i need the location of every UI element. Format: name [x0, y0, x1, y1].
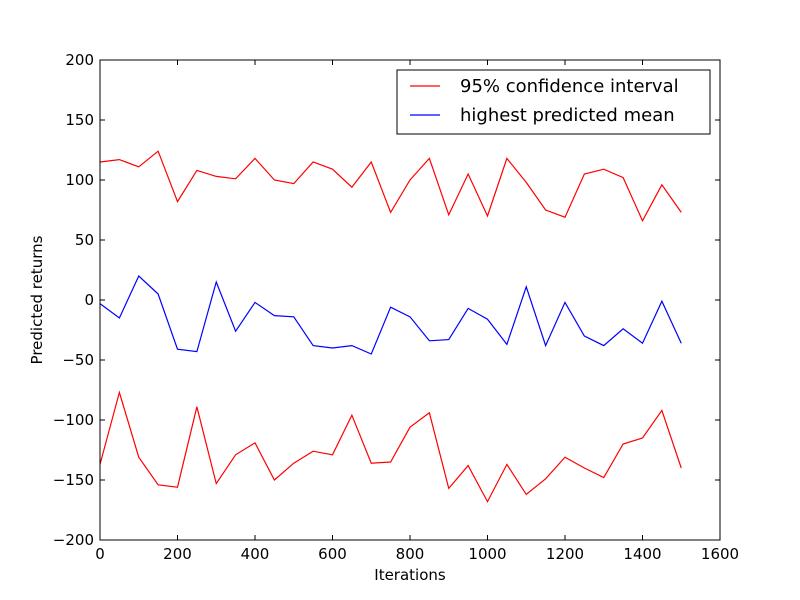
- y-tick-label: −150: [53, 471, 94, 489]
- series-layer: [99, 150, 682, 503]
- legend-label-mean: highest predicted mean: [460, 105, 675, 126]
- y-tick-label: −100: [53, 411, 94, 429]
- y-tick-label: −200: [53, 531, 94, 549]
- legend-label-confidence: 95% confidence interval: [460, 76, 679, 97]
- x-tick-label: 600: [318, 545, 347, 563]
- x-tick-label: 200: [163, 545, 192, 563]
- y-tick-label: 200: [65, 51, 94, 69]
- y-tick-label: −50: [62, 351, 94, 369]
- series-line-lower: [99, 390, 682, 503]
- x-tick-label: 1200: [546, 545, 584, 563]
- x-tick-label: 1600: [701, 545, 739, 563]
- x-axis-label: Iterations: [374, 566, 446, 584]
- legend: 95% confidence interval highest predicte…: [396, 69, 711, 135]
- x-tick-label: 0: [95, 545, 105, 563]
- x-tick-label: 800: [396, 545, 425, 563]
- legend-box: [396, 69, 711, 135]
- series-line-upper: [99, 150, 682, 223]
- y-tick-label: 0: [84, 291, 94, 309]
- y-axis-label: Predicted returns: [28, 235, 46, 364]
- y-tick-label: 100: [65, 171, 94, 189]
- y-tick-label: 150: [65, 111, 94, 129]
- x-tick-label: 1400: [623, 545, 661, 563]
- y-tick-label: 50: [75, 231, 94, 249]
- x-tick-label: 400: [241, 545, 270, 563]
- x-tick-label: 1000: [468, 545, 506, 563]
- series-line-mean: [99, 274, 682, 355]
- ticks-layer: 0 200 400 600 800 1000 1200 1400 1600−200−150−10…: [53, 51, 739, 563]
